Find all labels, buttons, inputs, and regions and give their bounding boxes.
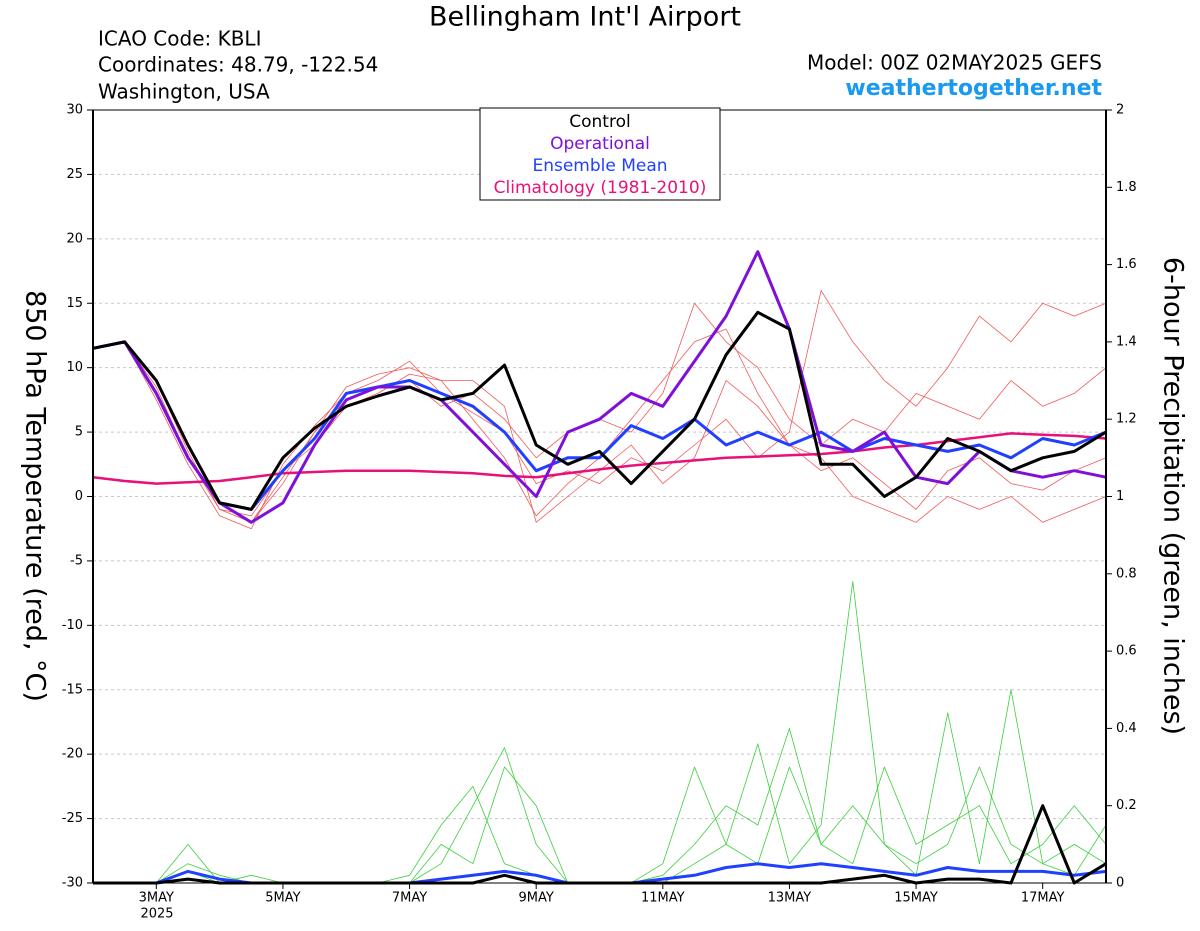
y-tick-label: -20 (62, 747, 83, 762)
y2-tick-label: 1.4 (1116, 334, 1137, 349)
series-line (92, 302, 1107, 523)
x-tick-label: 15MAY (894, 891, 938, 906)
legend-entry: Ensemble Mean (532, 156, 667, 176)
site: weathertogether.net (845, 76, 1102, 101)
y-tick-label: -10 (62, 618, 83, 633)
series-line (92, 340, 1107, 511)
y2-tick-label: 0.2 (1116, 798, 1137, 813)
x-tick-label: 11MAY (641, 891, 685, 906)
y-tick-label: 25 (66, 167, 83, 182)
y2-tick-label: 1.6 (1116, 257, 1137, 272)
y2-tick-label: 0 (1116, 876, 1124, 891)
chart-title: Bellingham Int'l Airport (429, 2, 741, 33)
series-line (92, 310, 1107, 511)
y-tick-label: 10 (66, 360, 83, 375)
legend-box (479, 107, 721, 201)
y2-tick-label: 0.4 (1116, 721, 1137, 736)
y2-axis-label: 6-hour Precipitation (green, inches) (1158, 257, 1189, 735)
y2-tick-label: 1.2 (1116, 412, 1137, 427)
series-line (92, 341, 1107, 523)
y2-tick-label: 2 (1116, 103, 1124, 118)
series-line (93, 766, 1107, 884)
location: Washington, USA (98, 80, 270, 104)
series-line (93, 728, 1107, 884)
legend-entry: Operational (550, 134, 650, 154)
legend-entry: Climatology (1981-2010) (494, 178, 707, 198)
x-tick-label: 7MAY (392, 891, 427, 906)
legend-entry: Control (569, 112, 630, 132)
x-tick-label: 9MAY (519, 891, 554, 906)
y-tick-label: -25 (62, 811, 83, 826)
y-tick-label: -30 (62, 876, 83, 891)
y-tick-label: 15 (66, 296, 83, 311)
y-axis-label: 850 hPa Temperature (red, °C) (20, 290, 51, 702)
y-tick-label: 30 (66, 103, 83, 118)
y2-tick-label: 0.8 (1116, 566, 1137, 581)
icao: ICAO Code: KBLI (98, 27, 261, 51)
x-tick-label: 13MAY (768, 891, 812, 906)
y-tick-label: 5 (75, 425, 83, 440)
y-tick-label: 0 (75, 489, 83, 504)
series-line (93, 581, 1107, 884)
y-tick-label: -15 (62, 682, 83, 697)
year-label: 2025 (140, 907, 173, 922)
coordinates: Coordinates: 48.79, -122.54 (98, 53, 378, 77)
y2-tick-label: 0.6 (1116, 644, 1137, 659)
y2-tick-label: 1 (1116, 489, 1124, 504)
model: Model: 00Z 02MAY2025 GEFS (807, 51, 1102, 75)
y-tick-label: -5 (70, 553, 83, 568)
x-tick-label: 17MAY (1021, 891, 1065, 906)
series-line (93, 804, 1107, 885)
x-tick-label: 5MAY (265, 891, 300, 906)
y2-tick-label: 1.8 (1116, 180, 1137, 195)
series-line (92, 250, 1107, 524)
x-tick-label: 3MAY (139, 891, 174, 906)
series-line (92, 290, 1107, 530)
series-line (92, 432, 1107, 485)
y-tick-label: 20 (66, 231, 83, 246)
